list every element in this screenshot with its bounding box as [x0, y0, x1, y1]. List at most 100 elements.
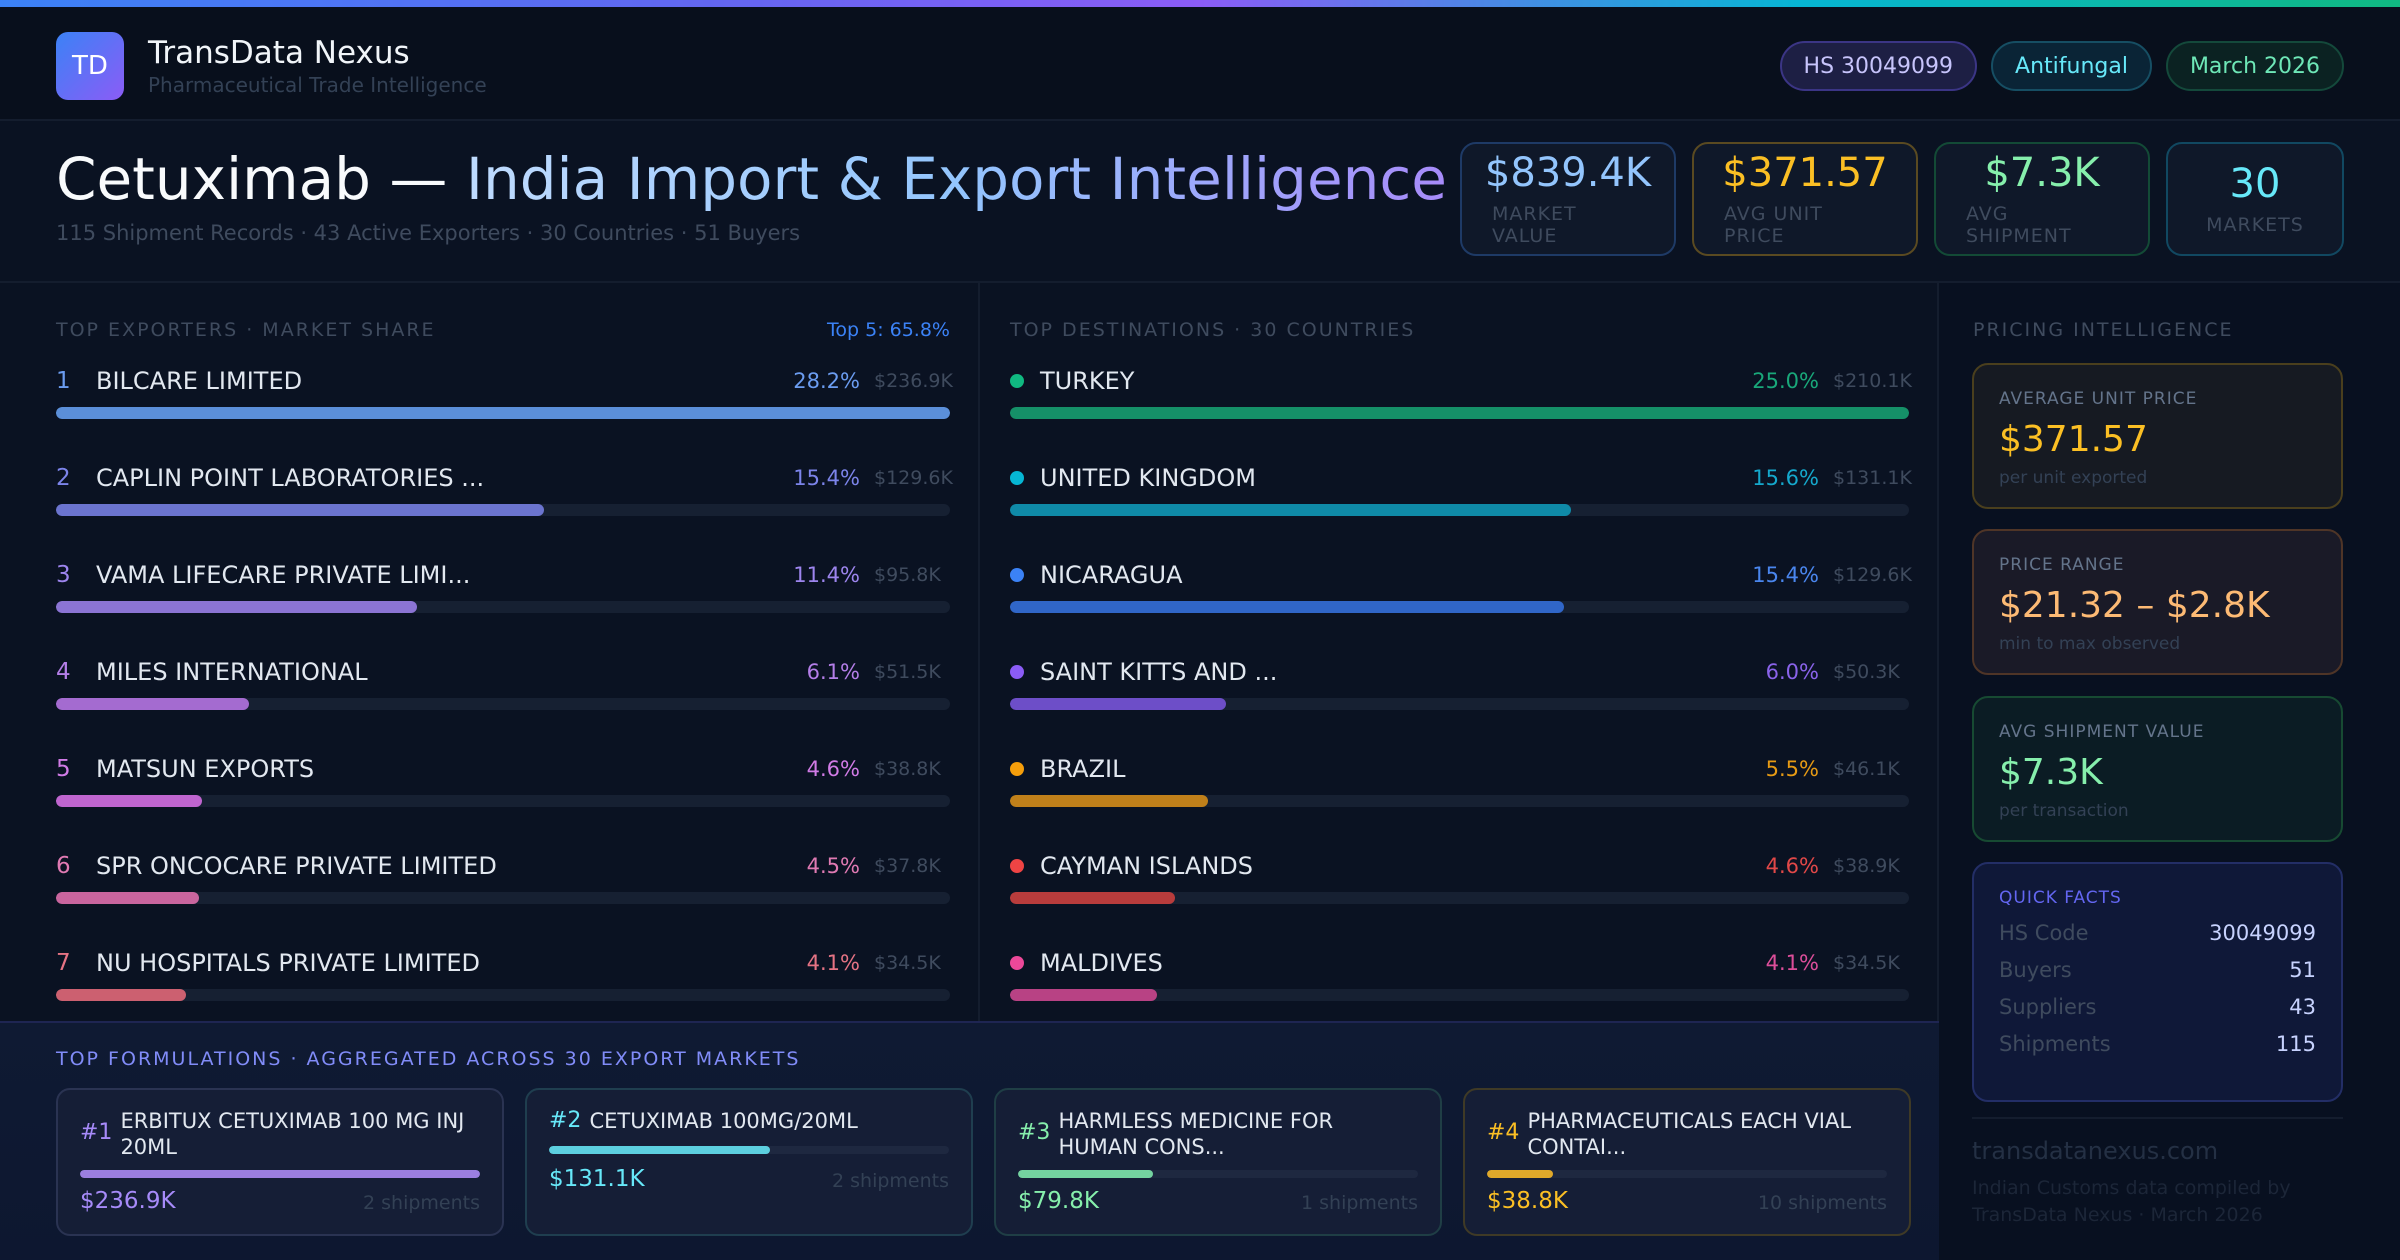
brand-logo[interactable]: TD [56, 32, 124, 100]
title-product: Cetuximab — [56, 145, 448, 213]
exporter-row[interactable]: 3 VAMA LIFECARE PRIVATE LIMI... 11.4% $95.8… [56, 557, 950, 654]
destination-row[interactable]: TURKEY 25.0% $210.1K [1010, 363, 1912, 460]
share-bar-track [1010, 698, 1909, 710]
formulation-bar-fill [80, 1170, 480, 1178]
destination-row[interactable]: CAYMAN ISLANDS 4.6% $38.9K [1010, 848, 1909, 945]
share-bar-fill [56, 892, 199, 904]
formulation-rank: #1 [80, 1120, 113, 1145]
share-bar-track [1010, 601, 1909, 613]
destination-name: BRAZIL [1040, 755, 1126, 783]
fact-key: Buyers [1999, 958, 2072, 982]
exporter-row[interactable]: 2 CAPLIN POINT LABORATORIES ... 15.4% $129.… [56, 460, 953, 557]
sidebar-divider [1972, 1117, 2343, 1119]
share-bar-fill [1010, 504, 1571, 516]
exporter-row[interactable]: 7 NU HOSPITALS PRIVATE LIMITED 4.1% $34.5K [56, 945, 950, 1042]
share-bar-fill [1010, 698, 1226, 710]
top5-share: Top 5: 65.8% [827, 319, 950, 341]
formulation-card[interactable]: #3 HARMLESS MEDICINE FOR HUMAN CONS... $79… [994, 1088, 1442, 1236]
fact-value: 30049099 [2209, 921, 2316, 945]
share-bar-fill [56, 989, 186, 1001]
row-head: 4 MILES INTERNATIONAL 6.1% $51.5K [56, 654, 950, 690]
exporter-share: 28.2% [793, 369, 860, 393]
kpi-market-value: $839.4K MARKET VALUE [1460, 142, 1676, 256]
country-dot-icon [1010, 568, 1024, 582]
destinations-title: TOP DESTINATIONS · 30 COUNTRIES [1010, 319, 1416, 341]
fact-value: 43 [2289, 995, 2316, 1019]
row-head: 1 BILCARE LIMITED 28.2% $236.9K [56, 363, 953, 399]
exporter-row[interactable]: 5 MATSUN EXPORTS 4.6% $38.8K [56, 751, 950, 848]
exporter-row[interactable]: 1 BILCARE LIMITED 28.2% $236.9K [56, 363, 953, 460]
exporters-list: 1 BILCARE LIMITED 28.2% $236.9K 2 CAPLIN POIN… [56, 363, 953, 1042]
row-head: 3 VAMA LIFECARE PRIVATE LIMI... 11.4% $95.8… [56, 557, 950, 593]
exporter-name: BILCARE LIMITED [96, 367, 303, 395]
formulation-name: ERBITUX CETUXIMAB 100 MG INJ 20ML [120, 1109, 465, 1159]
destinations-panel: TOP DESTINATIONS · 30 COUNTRIES TURKEY 25… [980, 283, 1939, 1021]
row-head: 7 NU HOSPITALS PRIVATE LIMITED 4.1% $34.5K [56, 945, 950, 981]
formulation-card[interactable]: #1 ERBITUX CETUXIMAB 100 MG INJ 20ML $236.… [56, 1088, 504, 1236]
formulation-shipments: 2 shipments [832, 1170, 949, 1192]
kpi-value: $371.57 [1722, 150, 1888, 196]
row-head: CAYMAN ISLANDS 4.6% $38.9K [1010, 848, 1909, 884]
exporter-name: SPR ONCOCARE PRIVATE LIMITED [96, 852, 497, 880]
row-head: MALDIVES 4.1% $34.5K [1010, 945, 1909, 981]
share-bar-fill [56, 601, 418, 613]
filter-pills: HS 30049099 Antifungal March 2026 [1779, 41, 2344, 91]
date-pill[interactable]: March 2026 [2165, 41, 2344, 91]
destination-name: NICARAGUA [1040, 561, 1183, 589]
fact-row-hs-code: HS Code 30049099 [1999, 921, 2316, 945]
card-value: $7.3K [1999, 752, 2103, 793]
site-link[interactable]: transdatanexus.com [1972, 1137, 2219, 1165]
formulation-bar-fill [549, 1146, 771, 1154]
formulation-rank: #2 [549, 1108, 582, 1133]
destination-value: $34.5K [1833, 952, 1900, 974]
exporter-name: CAPLIN POINT LABORATORIES ... [96, 464, 485, 492]
app-header: TD TransData Nexus Pharmaceutical Trade … [0, 7, 2400, 121]
kpi-value: 30 [2229, 161, 2281, 207]
kpi-label: AVG SHIPMENT [1966, 203, 2072, 247]
destination-value: $131.1K [1833, 467, 1912, 489]
fact-value: 115 [2275, 1032, 2316, 1056]
hs-code-pill[interactable]: HS 30049099 [1779, 41, 1978, 91]
destination-share: 15.4% [1752, 563, 1819, 587]
destination-row[interactable]: SAINT KITTS AND ... 6.0% $50.3K [1010, 654, 1909, 751]
exporter-row[interactable]: 4 MILES INTERNATIONAL 6.1% $51.5K [56, 654, 950, 751]
destination-share: 15.6% [1752, 466, 1819, 490]
exporter-value: $38.8K [874, 758, 941, 780]
exporter-value: $129.6K [874, 467, 953, 489]
category-pill[interactable]: Antifungal [1991, 41, 2152, 91]
row-head: SAINT KITTS AND ... 6.0% $50.3K [1010, 654, 1909, 690]
share-bar-track [56, 504, 950, 516]
avg-unit-price-card: AVERAGE UNIT PRICE $371.57 per unit expo… [1972, 363, 2343, 509]
exporter-rank: 5 [56, 756, 71, 782]
formulation-card[interactable]: #4 PHARMACEUTICALS EACH VIAL CONTAI... $38… [1463, 1088, 1911, 1236]
destination-row[interactable]: NICARAGUA 15.4% $129.6K [1010, 557, 1912, 654]
exporter-row[interactable]: 6 SPR ONCOCARE PRIVATE LIMITED 4.5% $37.8K [56, 848, 950, 945]
exporter-rank: 4 [56, 659, 71, 685]
exporter-rank: 1 [56, 368, 71, 394]
destination-row[interactable]: MALDIVES 4.1% $34.5K [1010, 945, 1909, 1042]
destination-name: CAYMAN ISLANDS [1040, 852, 1253, 880]
kpi-value: $7.3K [1984, 150, 2100, 196]
share-bar-track [1010, 795, 1909, 807]
exporter-rank: 7 [56, 950, 71, 976]
brand-name: TransData Nexus [148, 35, 410, 71]
formulation-rank: #3 [1018, 1120, 1051, 1145]
destination-share: 6.0% [1765, 660, 1819, 684]
page-title: Cetuximab — India Import & Export Intell… [56, 145, 1447, 213]
destinations-list: TURKEY 25.0% $210.1K UNITED KINGDOM 15.6% $13… [1010, 363, 1912, 1042]
exporter-name: VAMA LIFECARE PRIVATE LIMI... [96, 561, 471, 589]
exporter-value: $34.5K [874, 952, 941, 974]
country-dot-icon [1010, 471, 1024, 485]
destination-row[interactable]: BRAZIL 5.5% $46.1K [1010, 751, 1909, 848]
formulation-card[interactable]: #2 CETUXIMAB 100MG/20ML $131.1K 2 shipments [525, 1088, 973, 1236]
exporter-value: $51.5K [874, 661, 941, 683]
card-title: PRICE RANGE [1999, 555, 2125, 575]
destination-share: 25.0% [1752, 369, 1819, 393]
destination-row[interactable]: UNITED KINGDOM 15.6% $131.1K [1010, 460, 1912, 557]
fact-row-shipments: Shipments 115 [1999, 1032, 2316, 1056]
formulation-value: $79.8K [1018, 1188, 1099, 1214]
page-subtitle: 115 Shipment Records · 43 Active Exporte… [56, 221, 801, 245]
fact-key: Shipments [1999, 1032, 2111, 1056]
exporter-share: 15.4% [793, 466, 860, 490]
exporters-title: TOP EXPORTERS · MARKET SHARE [56, 319, 436, 341]
